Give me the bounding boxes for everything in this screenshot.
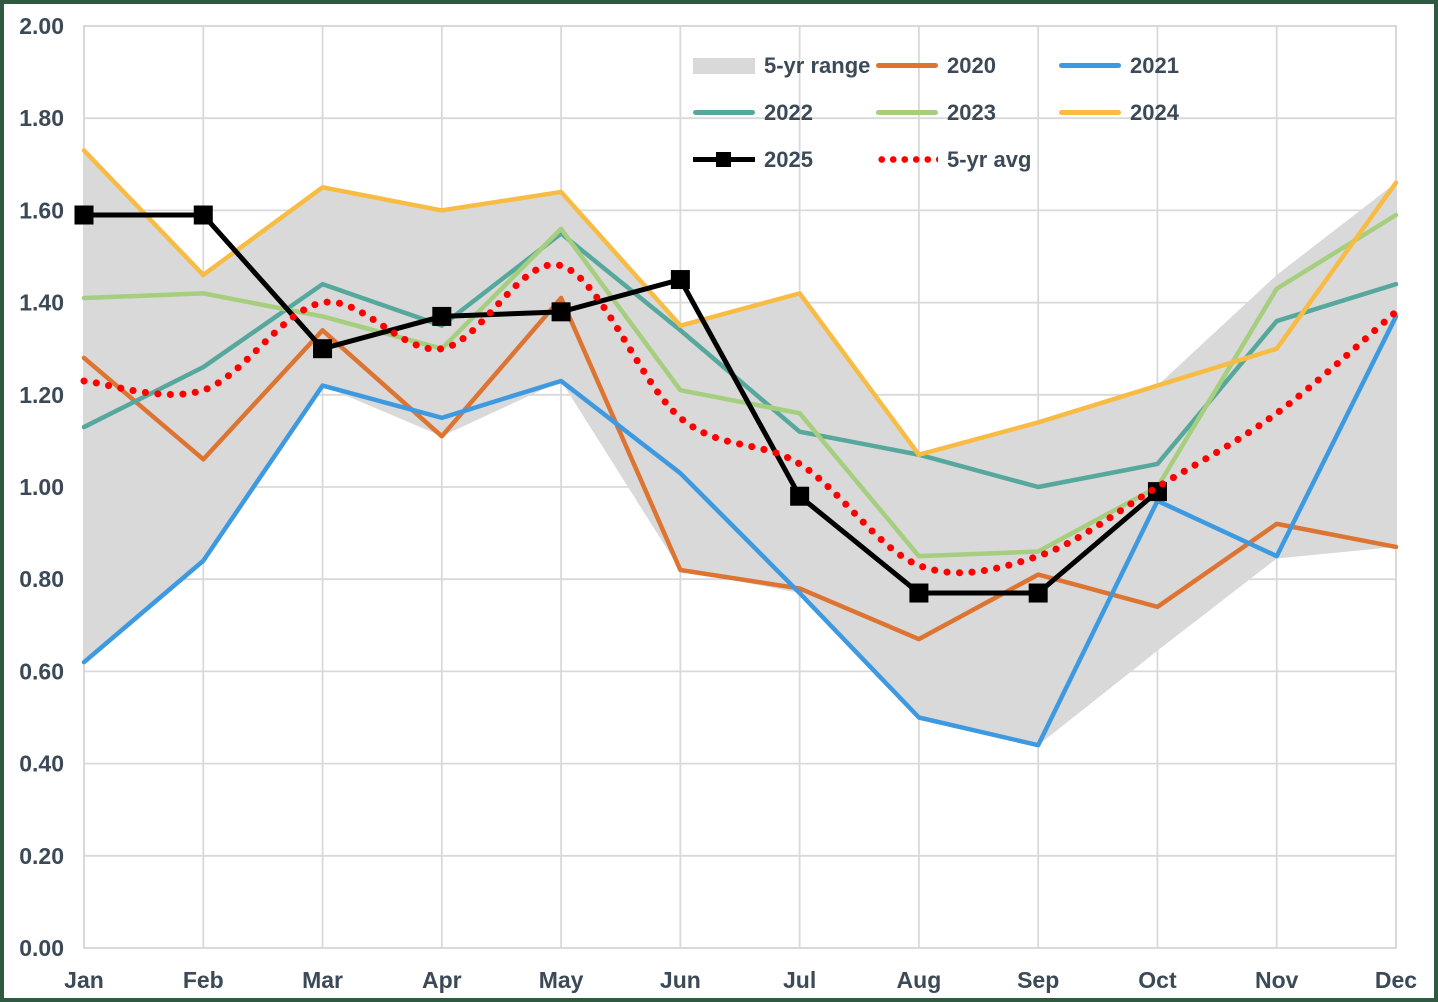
legend-item-5yr-avg: 5-yr avg [876,147,1059,173]
x-axis-label: Mar [302,967,343,993]
y-axis-label: 2.00 [19,13,64,39]
series-2024-line [81,148,1399,457]
series-2025-marker [790,486,810,506]
legend-label-5yr-range: 5-yr range [764,52,871,78]
x-axis-label: Jul [783,967,816,993]
series-2025-marker [909,583,929,603]
legend-swatch-2022 [693,110,755,115]
series-2025-marker [432,306,452,326]
legend-label-2020: 2020 [947,52,996,78]
x-axis-label: Jun [660,967,701,993]
y-axis-label: 0.00 [19,935,64,961]
y-axis-label: 0.40 [19,751,64,777]
legend-swatch-2023 [876,110,938,115]
y-axis-label: 0.80 [19,566,64,592]
x-axis-label: May [539,967,584,993]
x-axis-label: Feb [183,967,224,993]
legend-label-2025: 2025 [764,146,813,172]
y-axis-label: 1.00 [19,474,64,500]
legend-swatch-2021 [1059,63,1121,68]
series-2025-marker [193,205,213,225]
legend-label-5yr-avg: 5-yr avg [947,146,1032,172]
series-2022-line [81,231,1399,490]
legend-item-5yr-range: 5-yr range [693,53,876,79]
x-axis-label: Aug [897,967,942,993]
series-5yr-avg-line [80,261,1400,577]
chart-legend: 5-yr range 2020 2021 2022 2023 2024 2025 [693,42,1242,183]
legend-item-2024: 2024 [1059,100,1242,126]
series-2025-marker [74,205,94,225]
legend-item-2023: 2023 [876,100,1059,126]
x-axis-label: Sep [1017,967,1059,993]
legend-item-2020: 2020 [876,53,1059,79]
series-2020-line [81,295,1399,642]
y-axis-label: 1.60 [19,197,64,223]
y-axis-labels: 2.00 1.80 1.60 1.40 1.20 1.00 0.80 0.60 0.40 0.20… [19,13,64,961]
y-axis-label: 1.20 [19,382,64,408]
x-axis-labels: Jan Feb Mar Apr May Jun Jul Aug Sep Oct Nov Dec [64,967,1417,993]
y-axis-label: 1.80 [19,105,64,131]
legend-item-2025: 2025 [693,147,876,173]
legend-label-2022: 2022 [764,99,813,125]
legend-swatch-2020 [876,63,938,68]
series-2025-marker [670,270,690,290]
legend-item-2021: 2021 [1059,53,1242,79]
legend-label-2024: 2024 [1130,99,1179,125]
legend-swatch-5yr-avg [876,156,938,163]
legend-label-2021: 2021 [1130,52,1179,78]
plot-border [83,25,1397,949]
legend-label-2023: 2023 [947,99,996,125]
y-axis-label: 1.40 [19,290,64,316]
x-axis-label: Jan [64,967,104,993]
legend-swatch-5yr-range [693,57,755,74]
series-2025-marker [551,302,571,322]
legend-item-2022: 2022 [693,100,876,126]
x-axis-label: Nov [1255,967,1299,993]
y-axis-label: 0.60 [19,658,64,684]
legend-swatch-2024 [1059,110,1121,115]
y-axis-label: 0.20 [19,843,64,869]
series-5yr-range-band [84,150,1396,746]
x-axis-label: Apr [422,967,462,993]
x-axis-label: Dec [1375,967,1417,993]
series-2025-marker [313,339,333,359]
x-axis-label: Oct [1138,967,1177,993]
series-2025-marker [1028,583,1048,603]
legend-swatch-2025 [693,152,755,167]
series-2021-line [81,314,1399,748]
